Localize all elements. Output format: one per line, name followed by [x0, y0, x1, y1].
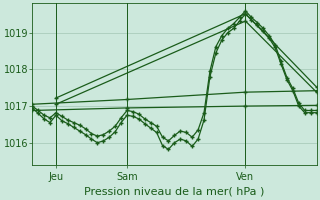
X-axis label: Pression niveau de la mer( hPa ): Pression niveau de la mer( hPa ) — [84, 187, 265, 197]
